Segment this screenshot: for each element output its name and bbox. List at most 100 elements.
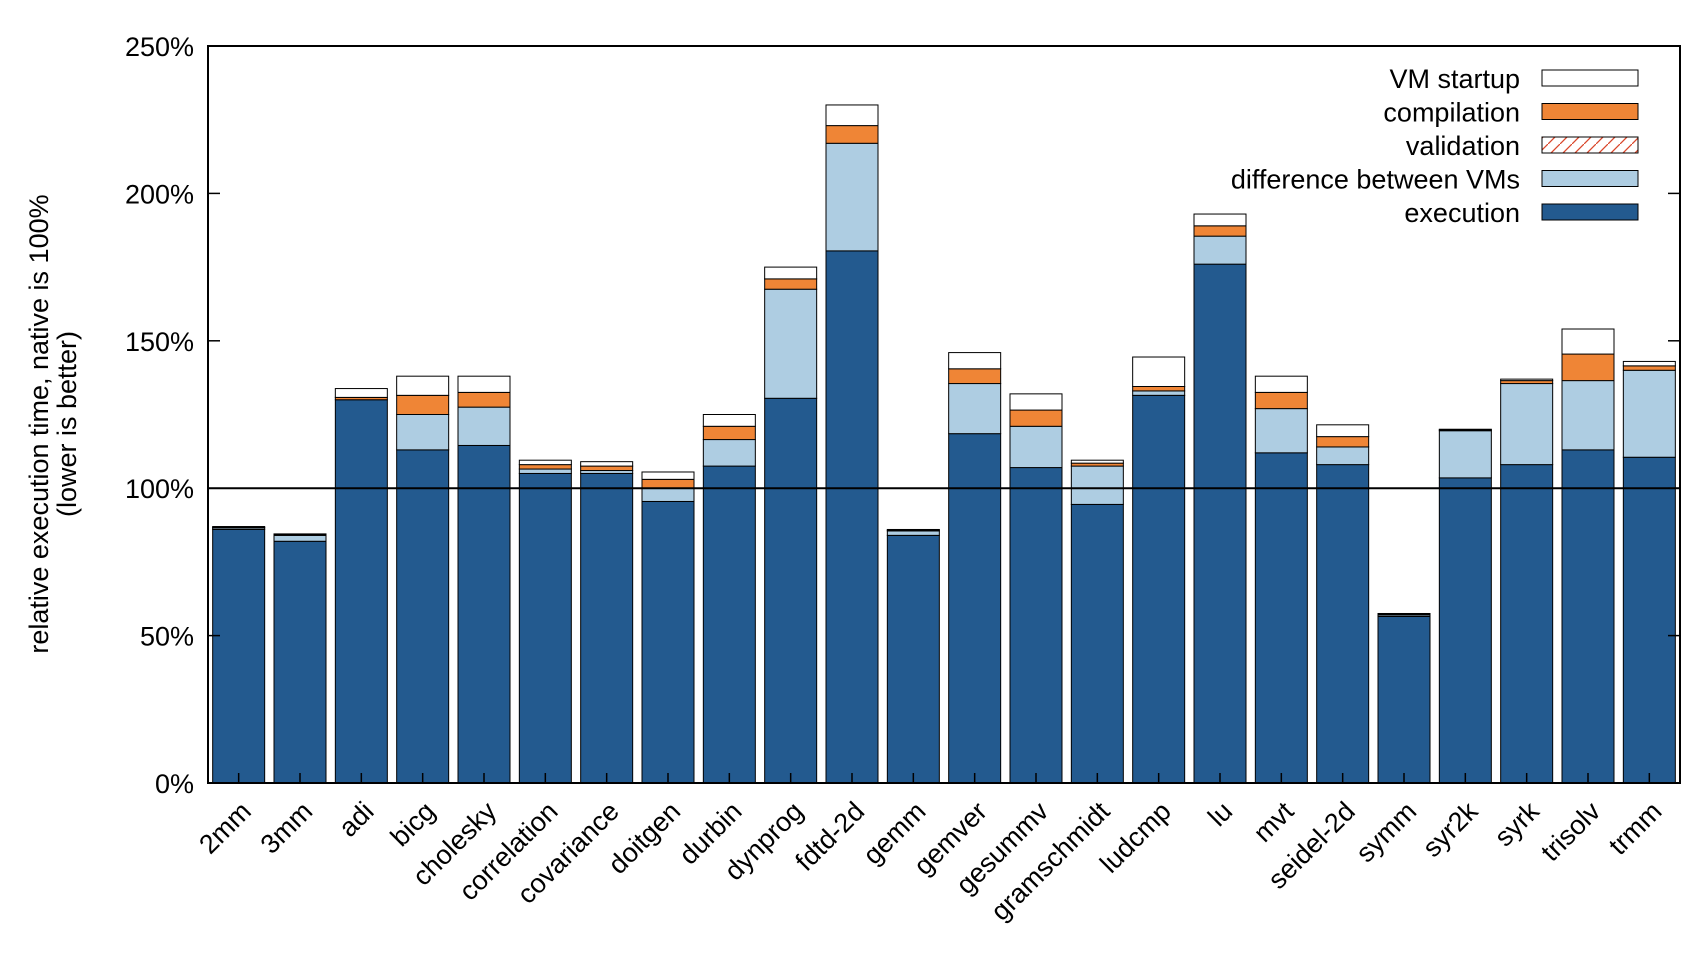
bar-compilation-gesummv — [1009, 409, 1063, 427]
bar-vm-startup-trmm — [1622, 360, 1676, 367]
bar-execution-syrk — [1500, 464, 1554, 784]
bar-compilation-seidel-2d — [1316, 436, 1370, 448]
legend-label: validation — [1406, 131, 1520, 161]
bar-compilation-trisolv — [1561, 353, 1615, 382]
bar-difference-between-vms-gemm — [886, 530, 940, 536]
bar-stack-gemm — [886, 528, 940, 784]
legend-item-execution: execution — [1404, 198, 1639, 228]
bar-difference-between-vms-syrk — [1500, 383, 1554, 466]
bar-difference-between-vms-gesummv — [1009, 425, 1063, 469]
bar-vm-startup-2mm — [212, 526, 266, 528]
bar-difference-between-vms-trisolv — [1561, 380, 1615, 451]
bar-difference-between-vms-lu — [1193, 235, 1247, 265]
bar-vm-startup-bicg — [396, 375, 450, 396]
bar-execution-mvt — [1254, 452, 1308, 784]
bar-compilation-doitgen — [641, 478, 695, 489]
legend-item-compilation: compilation — [1383, 98, 1639, 128]
y-tick-label: 100% — [125, 474, 194, 504]
bar-stack-correlation — [518, 459, 572, 784]
bar-execution-ludcmp — [1132, 394, 1186, 784]
legend-label: VM startup — [1389, 64, 1520, 94]
x-tick-label-2mm: 2mm — [193, 796, 257, 860]
bar-stack-cholesky — [457, 375, 511, 784]
bar-vm-startup-dynprog — [764, 266, 818, 280]
bar-compilation-lu — [1193, 225, 1247, 237]
bar-stack-bicg — [396, 375, 450, 784]
bar-execution-doitgen — [641, 500, 695, 784]
bar-vm-startup-gramschmidt — [1070, 459, 1124, 464]
bar-stack-fdtd-2d — [825, 104, 879, 784]
x-tick-label-symm: symm — [1350, 796, 1422, 868]
bar-vm-startup-syrk — [1500, 378, 1554, 382]
bar-execution-durbin — [702, 465, 756, 784]
bar-execution-bicg — [396, 449, 450, 784]
bar-difference-between-vms-gramschmidt — [1070, 465, 1124, 505]
bar-difference-between-vms-doitgen — [641, 487, 695, 502]
bar-difference-between-vms-gemver — [948, 383, 1002, 435]
bar-vm-startup-lu — [1193, 213, 1247, 227]
bar-execution-correlation — [518, 472, 572, 784]
bar-execution-symm — [1377, 615, 1431, 784]
bar-stack-covariance — [580, 461, 634, 784]
bar-vm-startup-mvt — [1254, 375, 1308, 393]
bar-vm-startup-3mm — [273, 533, 327, 536]
bar-execution-dynprog — [764, 397, 818, 784]
bar-stack-doitgen — [641, 471, 695, 784]
legend-item-difference-between-vms: difference between VMs — [1231, 165, 1639, 195]
bar-difference-between-vms-dynprog — [764, 288, 818, 399]
bar-stack-syrk — [1500, 378, 1554, 784]
bar-stack-lu — [1193, 213, 1247, 784]
bar-execution-cholesky — [457, 444, 511, 784]
x-tick-label-lu: lu — [1202, 796, 1238, 832]
bar-difference-between-vms-ludcmp — [1132, 390, 1186, 396]
bar-vm-startup-adi — [334, 388, 388, 398]
bar-vm-startup-correlation — [518, 459, 572, 466]
bar-compilation-correlation — [518, 464, 572, 470]
bar-vm-startup-cholesky — [457, 375, 511, 393]
bar-stack-durbin — [702, 414, 756, 784]
y-axis: 0% 50% 100% 150% 200% 250% — [125, 32, 1680, 799]
bar-difference-between-vms-bicg — [396, 414, 450, 451]
bar-execution-gesummv — [1009, 467, 1063, 784]
bar-difference-between-vms-mvt — [1254, 408, 1308, 454]
x-tick-label-adi: adi — [333, 796, 380, 843]
bar-compilation-gemver — [948, 368, 1002, 385]
bar-vm-startup-seidel-2d — [1316, 424, 1370, 438]
legend-label: difference between VMs — [1231, 165, 1520, 195]
bar-vm-startup-doitgen — [641, 471, 695, 480]
legend-swatch — [1541, 170, 1639, 187]
y-tick-label: 0% — [155, 769, 194, 799]
bar-difference-between-vms-3mm — [273, 534, 327, 542]
bar-stack-syr2k — [1438, 428, 1492, 784]
bar-stack-gesummv — [1009, 393, 1063, 784]
bar-compilation-trmm — [1622, 365, 1676, 371]
x-tick-label-fdtd-2d: fdtd-2d — [790, 796, 871, 877]
bar-vm-startup-trisolv — [1561, 328, 1615, 355]
legend-label: compilation — [1383, 98, 1520, 128]
bar-vm-startup-covariance — [580, 461, 634, 467]
y-tick-label: 50% — [140, 622, 194, 652]
bar-execution-3mm — [273, 540, 327, 784]
bar-vm-startup-symm — [1377, 612, 1431, 615]
bar-difference-between-vms-durbin — [702, 439, 756, 467]
x-tick-label-trisolv: trisolv — [1535, 796, 1606, 867]
y-tick-label: 200% — [125, 179, 194, 209]
bar-difference-between-vms-fdtd-2d — [825, 142, 879, 252]
bar-difference-between-vms-correlation — [518, 468, 572, 474]
bar-execution-lu — [1193, 263, 1247, 784]
bar-stack-gemver — [948, 352, 1002, 784]
bar-vm-startup-ludcmp — [1132, 356, 1186, 387]
bar-execution-gramschmidt — [1070, 503, 1124, 784]
x-tick-label-mvt: mvt — [1248, 796, 1300, 848]
x-tick-label-syr2k: syr2k — [1417, 796, 1484, 863]
legend-item-validation: validation — [1406, 131, 1639, 161]
y-axis-title-line-2: (lower is better) — [52, 331, 82, 517]
bar-execution-covariance — [580, 472, 634, 784]
legend-swatch — [1541, 69, 1639, 87]
bar-difference-between-vms-seidel-2d — [1316, 446, 1370, 466]
y-tick-label: 250% — [125, 32, 194, 62]
bar-stack-dynprog — [764, 266, 818, 784]
